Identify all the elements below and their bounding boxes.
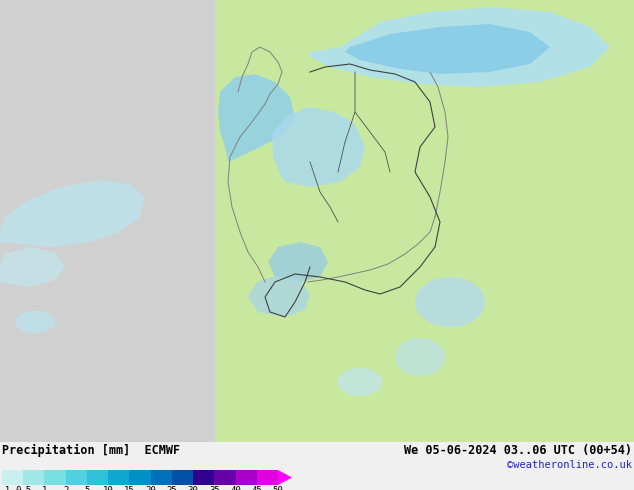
Ellipse shape <box>395 338 445 376</box>
Text: 50: 50 <box>273 487 283 490</box>
Bar <box>193 470 214 485</box>
Bar <box>66 470 87 485</box>
Text: 10: 10 <box>103 487 113 490</box>
Text: 15: 15 <box>124 487 135 490</box>
Ellipse shape <box>337 368 382 396</box>
Text: 20: 20 <box>145 487 156 490</box>
Text: 2: 2 <box>63 487 68 490</box>
Bar <box>236 470 257 485</box>
Bar <box>108 470 129 485</box>
Text: 5: 5 <box>84 487 89 490</box>
Bar <box>215 2 265 162</box>
Text: 45: 45 <box>252 487 262 490</box>
Text: ©weatheronline.co.uk: ©weatheronline.co.uk <box>507 460 632 470</box>
Polygon shape <box>0 180 145 247</box>
Polygon shape <box>215 0 310 62</box>
Text: 40: 40 <box>230 487 241 490</box>
Text: Precipitation [mm]  ECMWF: Precipitation [mm] ECMWF <box>2 444 180 457</box>
Polygon shape <box>248 275 310 317</box>
Bar <box>2 470 23 485</box>
Bar <box>214 470 236 485</box>
Text: 0.1: 0.1 <box>0 487 10 490</box>
Text: 30: 30 <box>188 487 198 490</box>
Text: 35: 35 <box>209 487 220 490</box>
Bar <box>0 0 215 442</box>
Bar <box>151 470 172 485</box>
Bar <box>129 470 151 485</box>
Bar <box>215 0 634 442</box>
Ellipse shape <box>415 277 485 327</box>
Polygon shape <box>218 74 295 162</box>
Text: 0.5: 0.5 <box>15 487 31 490</box>
Polygon shape <box>345 24 550 74</box>
Bar <box>215 0 465 112</box>
Polygon shape <box>310 7 610 87</box>
Polygon shape <box>272 107 365 187</box>
Bar <box>87 470 108 485</box>
Bar <box>23 470 44 485</box>
Text: We 05-06-2024 03..06 UTC (00+54): We 05-06-2024 03..06 UTC (00+54) <box>404 444 632 457</box>
Text: 25: 25 <box>167 487 178 490</box>
Polygon shape <box>268 242 328 282</box>
Ellipse shape <box>15 311 55 333</box>
Polygon shape <box>0 247 65 287</box>
Polygon shape <box>278 470 292 485</box>
Bar <box>257 470 278 485</box>
Text: 1: 1 <box>42 487 47 490</box>
Bar <box>172 470 193 485</box>
Bar <box>44 470 66 485</box>
